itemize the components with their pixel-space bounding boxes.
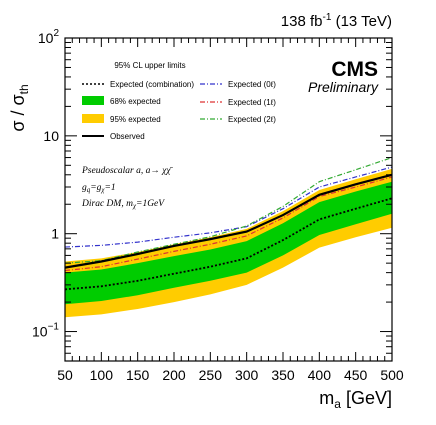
model-annotation: Pseudoscalar a, a→ χχ̄ gq=gχ=1 Dirac DM,…: [81, 166, 174, 210]
annotation-dm: Dirac DM, mχ=1GeV: [81, 199, 165, 210]
x-tick-label: 50: [57, 367, 73, 383]
series-line-expected-2: [64, 156, 393, 264]
legend-label-exp2l: Expected (2ℓ): [228, 115, 276, 124]
series-line-expected-0: [64, 166, 393, 248]
x-tick-label: 200: [162, 367, 186, 383]
legend-swatch-band68: [82, 96, 104, 105]
x-tick-label: 350: [271, 367, 295, 383]
experiment-label: CMS: [331, 58, 378, 81]
legend-label-exp1l: Expected (1ℓ): [228, 98, 276, 107]
legend-title: 95% CL upper limits: [114, 61, 185, 70]
legend-label-band95: 95% expected: [110, 115, 161, 124]
x-tick-label: 500: [380, 367, 404, 383]
legend: 95% CL upper limits Expected (combinatio…: [82, 61, 276, 141]
legend-label-exp0l: Expected (0ℓ): [228, 80, 276, 89]
plot-frame: [64, 37, 393, 362]
lumi-label: 138 fb-1 (13 TeV): [281, 12, 392, 30]
x-tick-label: 150: [126, 367, 150, 383]
plot-area: [64, 156, 393, 318]
x-axis-label: ma [GeV]: [319, 388, 392, 411]
x-tick-label: 450: [344, 367, 368, 383]
y-axis-label: σ / σth: [8, 84, 31, 131]
legend-label-band68: 68% expected: [110, 97, 161, 106]
legend-label-observed: Observed: [110, 132, 145, 141]
y-tick-label: 1: [51, 226, 59, 242]
x-tick-label: 300: [235, 367, 259, 383]
status-label: Preliminary: [308, 79, 379, 95]
y-tick-label: 10: [43, 128, 59, 144]
annotation-couplings: gq=gχ=1: [82, 183, 116, 194]
x-axis: 50 100 150 200 250 300 350 400 450 500: [57, 38, 404, 383]
y-tick-label: 102: [38, 28, 60, 46]
legend-label-combination: Expected (combination): [110, 80, 194, 89]
legend-swatch-band95: [82, 114, 104, 123]
y-axis: 10−1 1 10 102: [32, 28, 392, 362]
x-tick-label: 400: [308, 367, 332, 383]
x-tick-label: 100: [90, 367, 114, 383]
band-68-expected: [65, 181, 392, 305]
series-line-expected-combination: [64, 197, 393, 291]
series-line-observed: [64, 173, 393, 269]
annotation-model: Pseudoscalar a, a→ χχ̄: [81, 166, 174, 176]
y-tick-label: 10−1: [32, 322, 59, 340]
x-tick-label: 250: [199, 367, 223, 383]
